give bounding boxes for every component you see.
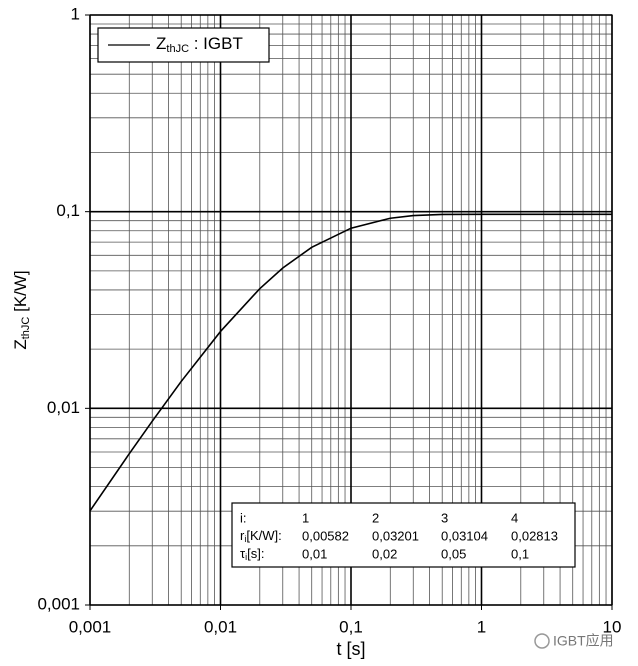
- x-tick-label: 0,1: [339, 617, 363, 636]
- x-axis-label: t [s]: [336, 639, 365, 659]
- row-label-sub: i: [244, 534, 246, 544]
- parameter-table: i: 1 2 3 4ri[K/W]: 0,00582 0,03201 0,03104 0,028…: [231, 502, 576, 568]
- table-cell: 0,02: [372, 546, 397, 561]
- y-axis-label: ZthJC [K/W]: [11, 270, 31, 349]
- watermark-text: IGBT应用: [553, 633, 614, 649]
- legend-label-rest: : IGBT: [189, 34, 243, 53]
- legend: ZthJC : IGBT: [97, 27, 270, 63]
- table-cell: 0,02813: [511, 528, 558, 543]
- table-header-cell: 4: [511, 510, 518, 525]
- table-cell: 0,1: [511, 546, 529, 561]
- table-cell: 0,01: [302, 546, 327, 561]
- y-tick-label: 0,01: [47, 398, 80, 417]
- legend-label: ZthJC : IGBT: [156, 34, 243, 54]
- plot-lines: [89, 213, 612, 512]
- table-header-cell: 3: [441, 510, 448, 525]
- x-tick-label: 0,001: [69, 617, 112, 636]
- row-label-main: r: [240, 528, 245, 543]
- y-label-main: Z: [11, 339, 30, 349]
- y-label-sub: thJC: [20, 317, 32, 340]
- y-tick-label: 0,1: [56, 201, 80, 220]
- legend-label-sub: thJC: [166, 43, 189, 55]
- table-cell: 0,03104: [441, 528, 488, 543]
- y-label-rest: [K/W]: [11, 270, 30, 316]
- row-label-main: τ: [240, 546, 246, 561]
- legend-label-main: Z: [156, 34, 166, 53]
- table-cell: 0,00582: [302, 528, 349, 543]
- table-header-cell: i:: [240, 510, 247, 525]
- row-label-sub: i: [245, 552, 247, 562]
- table-header-cell: 2: [372, 510, 379, 525]
- y-tick-label: 0,001: [37, 594, 80, 613]
- table-cell: 0,05: [441, 546, 466, 561]
- row-label-rest: [K/W]:: [246, 528, 281, 543]
- table-row-label: ri[K/W]:: [240, 528, 282, 544]
- row-label-rest: [s]:: [247, 546, 264, 561]
- x-tick-label: 0,01: [204, 617, 237, 636]
- watermark: IGBT应用: [534, 633, 614, 649]
- y-tick-label: 1: [71, 4, 80, 23]
- data-line: [89, 213, 612, 512]
- table-box: [231, 502, 576, 568]
- watermark-icon: [534, 633, 550, 649]
- x-tick-label: 10: [603, 617, 622, 636]
- table-row-label: τi[s]:: [240, 546, 264, 562]
- table-cell: 0,03201: [372, 528, 419, 543]
- x-tick-label: 1: [477, 617, 486, 636]
- table-header-cell: 1: [302, 510, 309, 525]
